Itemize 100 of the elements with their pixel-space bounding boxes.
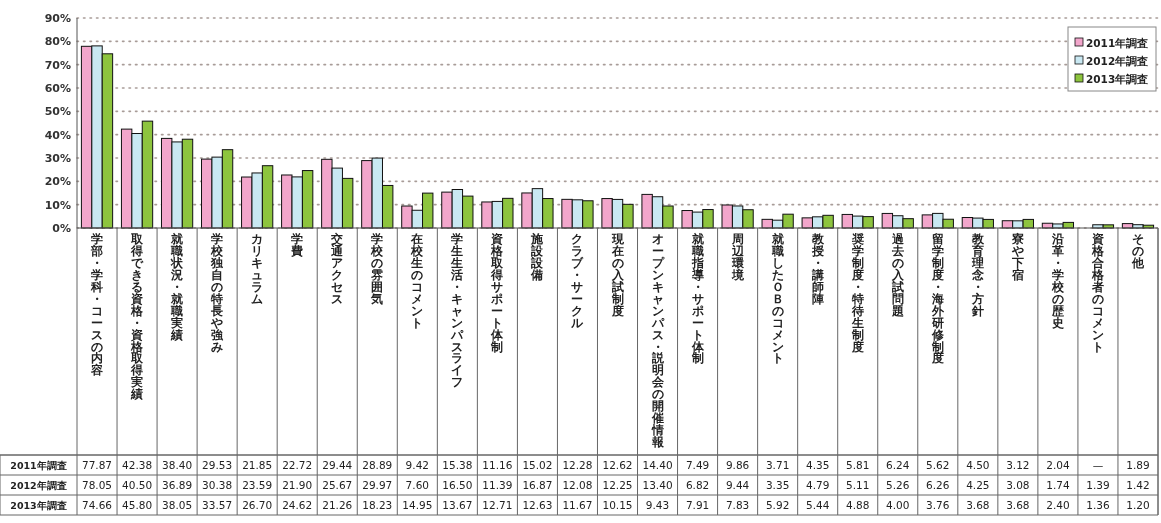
x-tick-label: 周辺環境 <box>730 232 745 282</box>
data-label: 16.50 <box>442 479 473 491</box>
category-label: 就職したＯＢのコメント <box>771 232 784 366</box>
data-label: 4.25 <box>966 479 990 491</box>
y-tick-label: 80% <box>44 35 71 49</box>
data-label: 1.39 <box>1086 479 1110 491</box>
data-label: 3.71 <box>765 459 790 471</box>
x-tick-label: 沿革・学校の歴史 <box>1050 232 1065 330</box>
data-label: 7.91 <box>685 499 710 511</box>
data-label: 3.76 <box>926 499 950 511</box>
data-label: 6.82 <box>685 479 710 491</box>
data-label: 29.97 <box>362 479 393 491</box>
data-label: 77.87 <box>81 459 113 471</box>
category-label: 資格取得サポート体制 <box>491 232 504 354</box>
legend-label: 2013年調査 <box>1086 72 1149 85</box>
x-tick-label: カリキュラム <box>251 232 264 306</box>
data-label: 1.36 <box>1086 499 1110 511</box>
data-label: 1.42 <box>1126 479 1150 491</box>
y-tick-label: 50% <box>44 105 71 119</box>
data-label: 5.92 <box>765 499 790 511</box>
data-label: 12.71 <box>482 499 513 511</box>
data-label: 21.85 <box>242 459 273 471</box>
data-label: 1.89 <box>1126 459 1150 471</box>
data-label: 25.67 <box>322 479 353 491</box>
data-label: 28.89 <box>362 459 393 471</box>
data-label: 30.38 <box>202 479 233 491</box>
data-label: 29.53 <box>202 459 233 471</box>
data-label: 5.26 <box>886 479 910 491</box>
x-tick-label: 寮や下宿 <box>1010 232 1024 282</box>
category-label: 奨学制度・特待生制度 <box>851 232 864 354</box>
y-tick-label: 90% <box>44 12 71 25</box>
data-label: 12.08 <box>562 479 593 491</box>
data-label: 26.70 <box>242 499 273 511</box>
data-label: 3.68 <box>1006 499 1030 511</box>
x-tick-label: 学費 <box>290 232 304 258</box>
category-label: オープンキャンパス・説明会の開催情報 <box>651 232 664 450</box>
data-label: 5.11 <box>846 479 870 491</box>
legend-label: 2011年調査 <box>1086 36 1149 49</box>
y-tick-label: 60% <box>44 82 71 95</box>
data-label: 15.38 <box>442 459 473 471</box>
data-label: 9.44 <box>725 479 750 491</box>
data-label: 21.26 <box>322 499 353 511</box>
y-tick-label: 30% <box>44 152 71 165</box>
x-tick-label: 教育理念・方針 <box>970 232 985 318</box>
data-label: 3.12 <box>1006 459 1030 471</box>
data-label: 1.20 <box>1126 499 1150 511</box>
data-label: 11.39 <box>482 479 513 491</box>
data-label: 7.83 <box>725 499 750 511</box>
data-label: 78.05 <box>81 479 113 491</box>
category-label: 資格合格者のコメント <box>1091 232 1104 354</box>
data-label: 23.59 <box>242 479 273 491</box>
x-tick-label: 教授・講師陣 <box>810 232 825 306</box>
y-tick-label: 0% <box>52 222 71 235</box>
data-label: 38.40 <box>162 459 193 471</box>
data-label: 6.26 <box>926 479 950 491</box>
x-tick-label: 在校生のコメント <box>410 232 425 330</box>
data-label: 6.24 <box>886 459 910 471</box>
x-tick-label: 過去の入試問題 <box>890 232 905 318</box>
category-label: 留学制度・海外研修制度 <box>931 232 944 366</box>
data-label: 12.28 <box>562 459 593 471</box>
data-label: 11.67 <box>562 499 593 511</box>
data-label: 4.88 <box>846 499 870 511</box>
data-label: 3.08 <box>1006 479 1030 491</box>
data-label: 5.81 <box>846 459 870 471</box>
data-label: 12.63 <box>522 499 553 511</box>
category-label: 学生生活・キャンパスライフ <box>451 232 464 390</box>
data-label: 4.50 <box>966 459 990 471</box>
data-label: 33.57 <box>202 499 233 511</box>
data-label: 18.23 <box>362 499 393 511</box>
data-label: 1.74 <box>1046 479 1070 491</box>
y-tick-label: 40% <box>44 128 71 142</box>
data-label: 45.80 <box>122 499 153 511</box>
x-tick-label: その他 <box>1130 232 1145 270</box>
data-label: 24.62 <box>282 499 313 511</box>
category-label: 学校独自の特長や強み <box>211 232 224 354</box>
y-tick-label: 20% <box>44 175 71 189</box>
legend-label: 2012年調査 <box>1086 54 1149 67</box>
data-label: 9.86 <box>725 459 750 471</box>
x-tick-label: 交通アクセス <box>330 232 345 306</box>
x-tick-label: 施設設備 <box>530 232 545 282</box>
data-label: 9.42 <box>405 459 430 471</box>
data-label: 16.87 <box>522 479 553 491</box>
data-label: 3.35 <box>765 479 790 491</box>
data-label: 7.49 <box>685 459 710 471</box>
text: 2011年調査 <box>10 460 67 471</box>
data-label: 40.50 <box>122 479 153 491</box>
category-label: 取得できる資格・資格取得実績 <box>131 232 144 402</box>
data-label: 7.60 <box>405 479 430 491</box>
category-label: 就職指導・サポート体制 <box>691 232 704 366</box>
data-label: 3.68 <box>966 499 990 511</box>
data-label: 10.15 <box>602 499 633 511</box>
data-label: 36.89 <box>162 479 193 491</box>
data-label: 42.38 <box>122 459 153 471</box>
y-tick-label: 70% <box>44 58 71 72</box>
text: 2013年調査 <box>10 500 67 511</box>
x-tick-label: クラブ・サークル <box>570 232 585 330</box>
text: — <box>1092 459 1104 471</box>
data-label: 38.05 <box>162 499 193 511</box>
category-label: 就職状況・就職実績 <box>171 232 184 342</box>
text: 2012年調査 <box>10 480 67 491</box>
